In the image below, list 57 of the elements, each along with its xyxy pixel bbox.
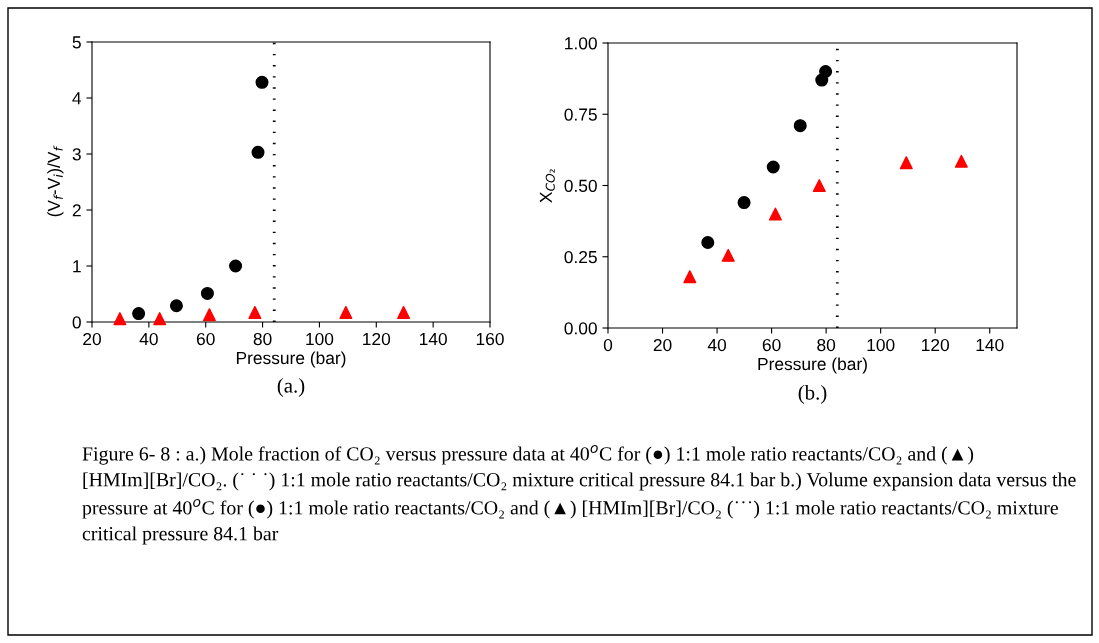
- x-tick-label: 0: [603, 338, 613, 352]
- x-tick-label: 140: [419, 332, 447, 346]
- point: [721, 248, 735, 262]
- x-tick-label: 60: [196, 332, 215, 346]
- point: [339, 305, 353, 319]
- point: [793, 119, 807, 133]
- x-tick-label: 60: [762, 338, 781, 352]
- point: [766, 160, 780, 174]
- point: [248, 305, 262, 319]
- x-tick-label: 20: [83, 332, 101, 346]
- y-tick-label: 4: [72, 92, 82, 105]
- y-axis-title: (V$_{f}$-V$_{i}$)/V$_{f}$: [47, 145, 64, 217]
- y-tick-label: 0.75: [564, 108, 597, 121]
- y-tick-label: 5: [72, 36, 81, 49]
- text: (b.): [798, 385, 827, 404]
- x-tick-label: 120: [922, 338, 950, 352]
- point: [397, 305, 411, 319]
- point: [202, 308, 216, 322]
- x-tick-label: 40: [139, 332, 158, 346]
- point: [768, 207, 782, 221]
- x-tick-label: 100: [306, 332, 334, 346]
- x-axis-title: Pressure (bar): [236, 351, 346, 368]
- point: [251, 145, 265, 159]
- point: [169, 299, 183, 313]
- y-tick-label: 0: [72, 316, 81, 329]
- x-tick-label: 120: [363, 332, 391, 346]
- point: [153, 312, 167, 326]
- y-tick-label: 3: [72, 148, 81, 161]
- x-tick-label: 140: [976, 338, 1004, 352]
- y-tick-label: 0.50: [564, 179, 597, 192]
- point: [899, 156, 913, 170]
- x-tick-label: 40: [707, 338, 727, 352]
- point: [200, 286, 214, 300]
- caption: Figure 6- 8 : a.) Mole fraction of CO₂ versus pressure data at 40$^{o}$C for (●) 1:1 mole ratio reactants/CO₂ and (▲) [HMIm][Br]/CO₂. (˙ ˙ ˙) 1:1 mole ratio reactants/CO₂ mixture critical pressure 84.1 bar b.) Volume expansion data versus the pressure at 40$^{o}$C for (●) 1:1 mole ratio reactants/CO₂ and (▲) [HMIm][Br]/CO₂ (˙˙˙) 1:1 mole ratio reactants/CO₂ mixture critical pressure 84.1 bar: [82, 445, 1076, 545]
- y-tick-label: 0.25: [564, 250, 597, 264]
- text: (a.): [277, 378, 305, 397]
- x-axis-title: Pressure (bar): [758, 357, 867, 374]
- y-tick-label: 1: [73, 260, 81, 273]
- x-tick-label: 160: [476, 332, 504, 346]
- point: [954, 154, 968, 168]
- y-tick-label: 2: [72, 204, 81, 217]
- y-tick-label: 1.00: [565, 37, 597, 50]
- point: [255, 75, 269, 89]
- point: [683, 270, 697, 284]
- point: [812, 178, 826, 193]
- x-tick-label: 80: [817, 338, 836, 352]
- point: [701, 235, 715, 250]
- x-tick-label: 100: [867, 338, 895, 352]
- x-tick-label: 80: [253, 332, 272, 346]
- point: [737, 196, 751, 210]
- y-tick-label: 0.00: [564, 322, 597, 335]
- point: [229, 259, 243, 273]
- point: [113, 312, 127, 326]
- y-axis-title: X$_{CO₂}$: [539, 169, 555, 203]
- x-tick-label: 20: [653, 338, 672, 352]
- point: [132, 307, 146, 321]
- point: [819, 64, 833, 79]
